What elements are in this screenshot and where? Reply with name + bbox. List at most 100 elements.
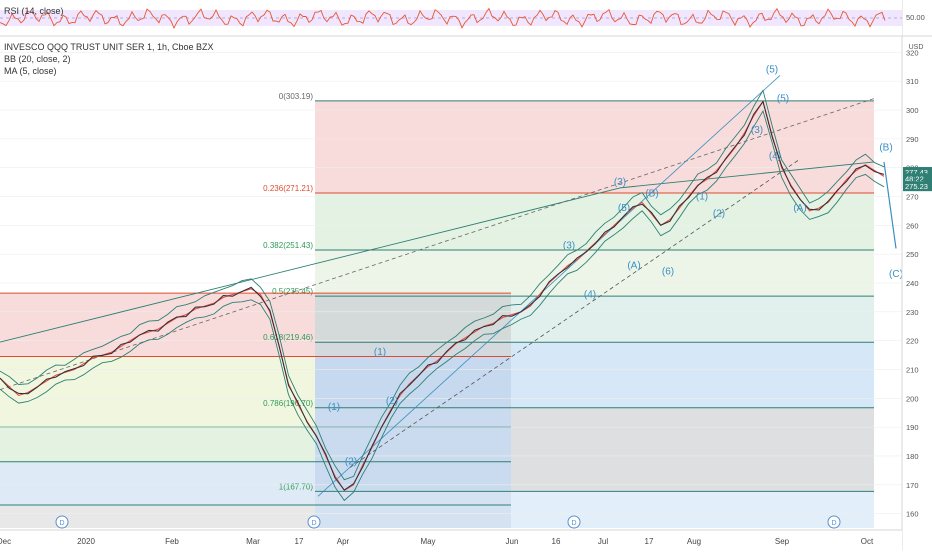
grid — [0, 52, 902, 514]
time-tick-label: Jun — [506, 537, 519, 546]
wave-label: (2) — [713, 209, 725, 220]
wave-label: (1) — [328, 402, 340, 413]
time-tick-label: Oct — [861, 537, 874, 546]
wave-label: (5) — [618, 203, 630, 214]
fib-zone-left — [0, 504, 315, 528]
price-tick-label: 170 — [906, 481, 919, 490]
price-tick-label: 290 — [906, 135, 919, 144]
wave-label: (5) — [766, 65, 778, 76]
wave-label: (3) — [614, 177, 626, 188]
dividend-marker — [567, 515, 581, 529]
grey-block — [511, 407, 874, 492]
rsi-value-label: 50.00 — [906, 13, 925, 22]
wave-label: (6) — [662, 266, 674, 277]
trend-line — [0, 187, 621, 343]
price-badge-label: 48:22 — [905, 174, 924, 183]
fib-zone-left — [0, 461, 315, 505]
wave-label: (A) — [793, 203, 806, 214]
price-tick-label: 240 — [906, 279, 919, 288]
bollinger-upper — [0, 89, 885, 481]
price-tick-label: 250 — [906, 250, 919, 259]
price-tick-label: 220 — [906, 337, 919, 346]
ma-indicator-label[interactable]: MA (5, close) — [4, 66, 57, 76]
bb-indicator-label[interactable]: BB (20, close, 2) — [4, 54, 71, 64]
price-tick-label: 230 — [906, 308, 919, 317]
price-axis: USD 160 170 180 190 200 210 220 230 240 250 260 270 2… — [901, 0, 932, 550]
price-tick-label: 200 — [906, 394, 919, 403]
wave-label: (3) — [751, 125, 763, 136]
symbol-title[interactable]: INVESCO QQQ TRUST UNIT SER 1, 1h, Cboe B… — [4, 42, 214, 52]
dividend-marker — [55, 515, 69, 529]
price-badge-label: 277.43 — [905, 168, 928, 177]
dividend-marker — [827, 515, 841, 529]
fib-level-label: 0.382(251.43) — [263, 241, 313, 250]
time-axis: Dec 2020 Feb Mar 17 Apr May Jun 16 Jul 17 Aug Sep Oct… — [0, 515, 902, 550]
fib-level-label: 0.786(196.70) — [263, 399, 313, 408]
time-tick-label: 17 — [295, 537, 304, 546]
currency-label: USD — [909, 44, 924, 51]
time-tick-label: Sep — [775, 537, 790, 546]
price-badge — [903, 167, 932, 178]
price-tick-label: 300 — [906, 106, 919, 115]
time-tick-label: 2020 — [77, 537, 95, 546]
chart-legend: INVESCO QQQ TRUST UNIT SER 1, 1h, Cboe B… — [4, 41, 214, 77]
wave-labels: (5) (5) (3) (4) (3) (B) (5) (1) (2) (A) (6) (3) (4) (… — [328, 65, 903, 468]
time-tick-label: Feb — [165, 537, 179, 546]
bollinger-lower — [0, 109, 885, 502]
wave-label: (3) — [563, 240, 575, 251]
dividend-marker-label: D — [571, 520, 576, 527]
fib-level-label: 0.5(235.45) — [272, 287, 313, 296]
dividend-marker-label: D — [311, 520, 316, 527]
fib-zone-left — [0, 356, 315, 428]
price-tick-label: 160 — [906, 510, 919, 519]
fib-level-label: 0.618(219.46) — [263, 333, 313, 342]
rsi-indicator-label: RSI (14, close) — [4, 6, 64, 16]
fib-zone-left — [0, 427, 315, 462]
dividend-marker-label: D — [59, 520, 64, 527]
price-tick-label: 260 — [906, 221, 919, 230]
wave-label: (B) — [879, 142, 892, 153]
time-tick-label: 16 — [552, 537, 561, 546]
time-tick-label: Dec — [0, 537, 11, 546]
fib-level-label: 0(303.19) — [279, 92, 314, 101]
rsi-line — [0, 7, 886, 29]
wave-label: (4) — [584, 289, 596, 300]
wave-label: (1) — [696, 191, 708, 202]
time-tick-label: 17 — [645, 537, 654, 546]
price-tick-label: 180 — [906, 452, 919, 461]
rsi-panel: 50.00 — [0, 0, 932, 37]
wave-label: (A) — [627, 261, 640, 272]
price-tick-label: 190 — [906, 423, 919, 432]
wave-label: (B) — [645, 189, 658, 200]
price-tick-label: 320 — [906, 48, 919, 57]
wave-label: (5) — [777, 93, 789, 104]
price-badge-label: 275.23 — [905, 182, 928, 191]
price-tick-label: 270 — [906, 193, 919, 202]
channel-line — [317, 75, 781, 497]
time-tick-label: Aug — [687, 537, 701, 546]
fib-zone — [315, 250, 874, 297]
time-tick-label: May — [420, 537, 435, 546]
wave-label: (2) — [345, 457, 357, 468]
blue-block — [315, 356, 511, 528]
time-tick-label: Mar — [246, 537, 260, 546]
projection-line — [883, 161, 897, 249]
grey-block — [315, 293, 511, 357]
time-axis-bg — [0, 530, 902, 550]
price-badge — [903, 181, 932, 192]
fib-level-label: 1(167.70) — [279, 482, 314, 491]
price-line — [0, 100, 885, 491]
trend-lines — [0, 75, 897, 497]
dividend-marker — [307, 515, 321, 529]
wave-label: (2) — [386, 396, 398, 407]
price-badge — [903, 173, 932, 184]
fib-zone — [315, 100, 874, 194]
time-tick-label: Apr — [337, 537, 350, 546]
trend-line — [619, 161, 875, 189]
price-axis-bg — [902, 0, 932, 550]
wave-label: (C) — [889, 269, 903, 280]
fib-zone-left — [0, 293, 315, 357]
price-series — [0, 89, 885, 502]
